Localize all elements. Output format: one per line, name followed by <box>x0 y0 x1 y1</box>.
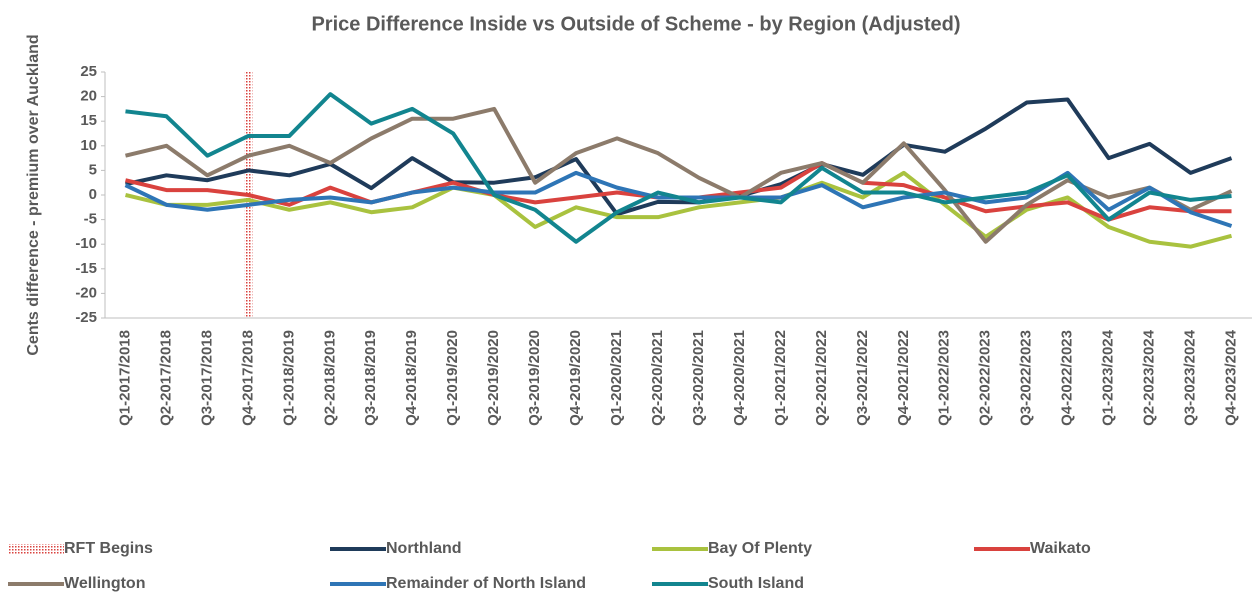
x-tick-label: Q3-2017/2018 <box>198 330 215 426</box>
y-tick-label: 20 <box>80 88 97 105</box>
series-line <box>125 106 1233 244</box>
series-line <box>125 92 1232 244</box>
y-axis-label: Cents difference - premium over Auckland <box>25 34 42 355</box>
x-tick-label: Q2-2019/2020 <box>485 330 502 426</box>
y-tick-label: -15 <box>75 260 97 277</box>
legend-label: Bay Of Plenty <box>708 540 812 557</box>
x-tick-label: Q4-2022/2023 <box>1059 330 1076 426</box>
x-tick-label: Q1-2018/2019 <box>280 330 297 426</box>
x-tick-label: Q2-2023/2024 <box>1141 329 1158 426</box>
x-tick-label: Q1-2020/2021 <box>608 330 625 426</box>
x-tick-label: Q4-2021/2022 <box>895 330 912 426</box>
y-tick-label: 5 <box>89 161 97 178</box>
x-tick-label: Q2-2020/2021 <box>649 330 666 426</box>
y-tick-label: 15 <box>80 112 97 129</box>
x-tick-label: Q2-2017/2018 <box>157 330 174 426</box>
x-tick-label: Q3-2023/2024 <box>1182 329 1199 426</box>
series-line <box>125 170 1233 249</box>
x-tick-label: Q3-2021/2022 <box>854 330 871 426</box>
x-tick-label: Q1-2022/2023 <box>936 330 953 426</box>
legend-label: Northland <box>386 540 462 557</box>
y-tick-label: 10 <box>80 137 97 154</box>
x-tick-label: Q4-2018/2019 <box>403 330 420 426</box>
y-tick-label: -20 <box>75 284 97 301</box>
x-tick-label: Q3-2019/2020 <box>526 330 543 426</box>
legend-swatch <box>8 544 64 554</box>
x-tick-label: Q2-2022/2023 <box>977 330 994 426</box>
series-line <box>125 97 1233 217</box>
x-tick-label: Q4-2023/2024 <box>1222 329 1239 426</box>
x-tick-label: Q4-2017/2018 <box>239 330 256 426</box>
x-tick-label: Q2-2021/2022 <box>813 330 830 426</box>
legend-label: RFT Begins <box>64 540 153 557</box>
legend-label: Waikato <box>1030 540 1091 557</box>
x-tick-label: Q1-2023/2024 <box>1100 329 1117 426</box>
x-tick-label: Q1-2021/2022 <box>772 330 789 426</box>
legend-label: Remainder of North Island <box>386 575 586 592</box>
x-tick-label: Q3-2022/2023 <box>1018 330 1035 426</box>
legend-label: South Island <box>708 575 804 592</box>
chart-title: Price Difference Inside vs Outside of Sc… <box>311 13 960 35</box>
y-tick-label: 0 <box>89 186 97 203</box>
x-tick-label: Q3-2020/2021 <box>690 330 707 426</box>
x-tick-label: Q1-2017/2018 <box>116 330 133 426</box>
y-tick-label: -10 <box>75 235 97 252</box>
y-tick-label: -25 <box>75 309 97 326</box>
y-tick-label: -5 <box>84 211 97 228</box>
x-tick-label: Q4-2019/2020 <box>567 330 584 426</box>
x-tick-label: Q1-2019/2020 <box>444 330 461 426</box>
y-tick-label: 25 <box>80 63 97 80</box>
x-tick-label: Q3-2018/2019 <box>362 330 379 426</box>
legend-label: Wellington <box>64 575 145 592</box>
x-tick-label: Q4-2020/2021 <box>731 330 748 426</box>
x-tick-label: Q2-2018/2019 <box>321 330 338 426</box>
